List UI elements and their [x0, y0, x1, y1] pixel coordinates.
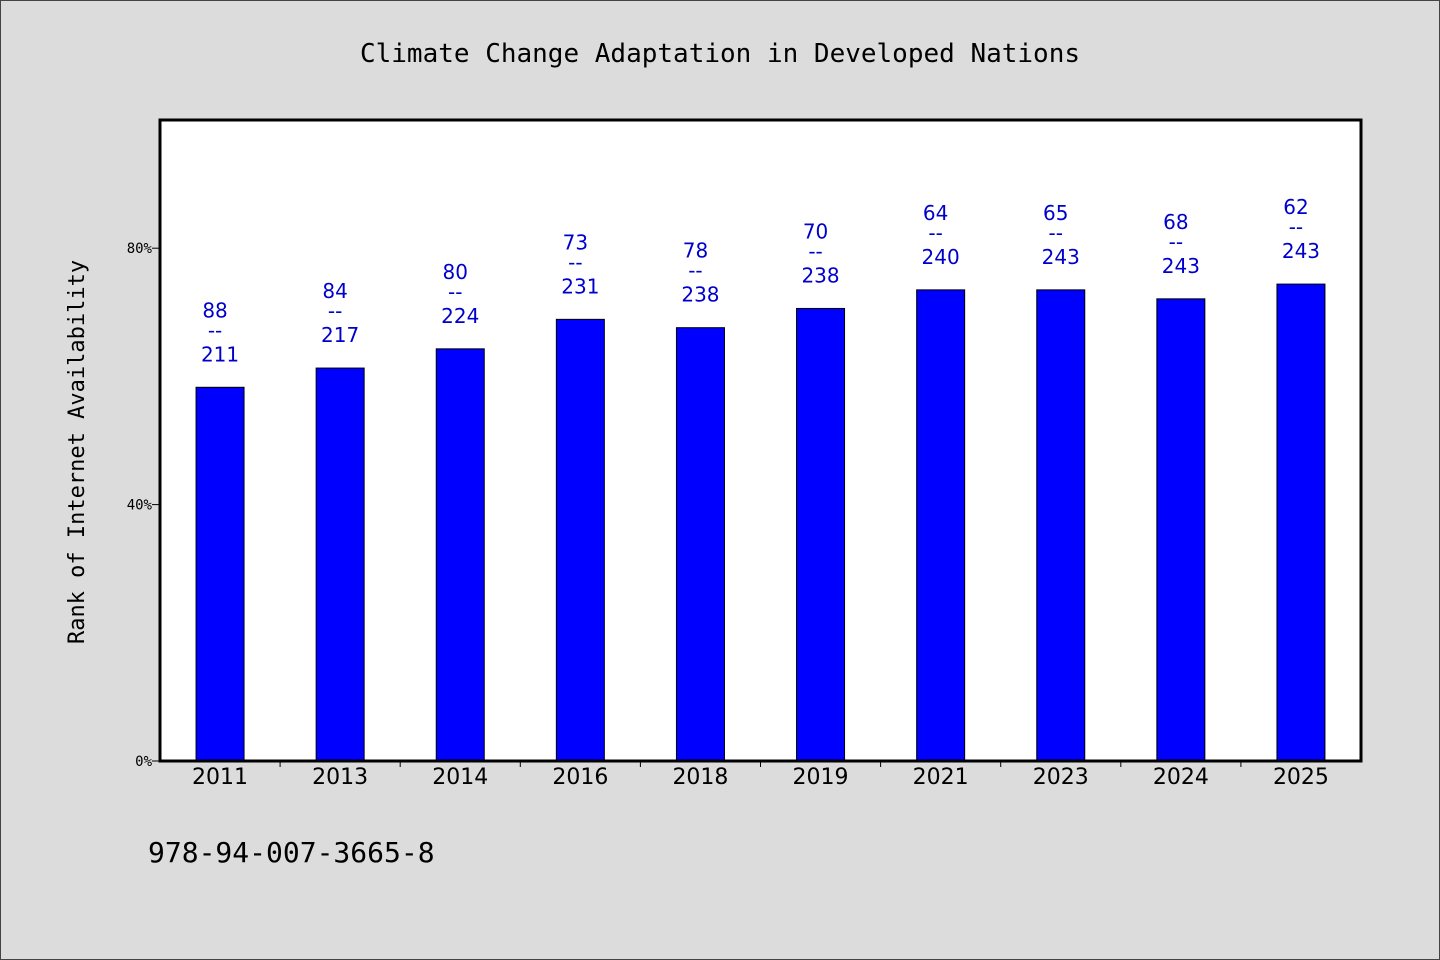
x-tick-label: 2011 [192, 765, 248, 790]
data-label-separator: -- [688, 259, 702, 283]
data-label-separator: -- [328, 299, 342, 323]
bar-2013 [315, 367, 365, 762]
y-axis-ticks: 0% 40% 80% [127, 241, 160, 770]
data-label-bottom: 243 [1282, 239, 1320, 263]
x-tick-label: 2019 [793, 765, 849, 790]
data-label-bottom: 217 [321, 323, 359, 347]
data-label-top: 65 [1043, 201, 1068, 225]
y-tick-label: 0% [135, 754, 152, 770]
bar-2019 [796, 307, 846, 762]
bar-2023 [1036, 289, 1086, 762]
bars-layer [195, 283, 1326, 762]
data-label-top: 80 [443, 260, 468, 284]
data-label-bottom: 240 [922, 245, 960, 269]
x-tick-label: 2013 [312, 765, 368, 790]
isbn-footer: 978-94-007-3665-8 [148, 836, 435, 869]
data-label-separator: -- [808, 239, 822, 263]
x-tick-label: 2016 [552, 765, 608, 790]
bar-2011 [195, 386, 245, 762]
data-label-bottom: 211 [201, 342, 239, 366]
data-label-separator: -- [1049, 221, 1063, 245]
data-labels-layer: 88--21184--21780--22473--23178--23870--2… [201, 195, 1320, 366]
data-label-top: 73 [563, 230, 588, 254]
x-tick-label: 2021 [913, 765, 969, 790]
bar-2018 [675, 327, 725, 762]
data-label-top: 68 [1163, 210, 1188, 234]
bar-2025 [1276, 283, 1326, 762]
data-label-separator: -- [568, 250, 582, 274]
data-label-bottom: 243 [1162, 254, 1200, 278]
data-label-separator: -- [448, 280, 462, 304]
data-label-bottom: 238 [801, 263, 839, 287]
data-label-separator: -- [1289, 215, 1303, 239]
plot-border [158, 118, 1363, 763]
data-label-bottom: 231 [561, 274, 599, 298]
x-tick-label: 2025 [1273, 765, 1329, 790]
bar-2024 [1156, 298, 1206, 762]
data-label-top: 88 [202, 298, 227, 322]
bar-2014 [435, 348, 485, 762]
data-label-bottom: 238 [681, 283, 719, 307]
x-tick-label: 2024 [1153, 765, 1209, 790]
data-label-bottom: 224 [441, 304, 479, 328]
data-label-top: 70 [803, 219, 828, 243]
x-tick-label: 2023 [1033, 765, 1089, 790]
y-axis-label: Rank of Internet Availability [65, 260, 90, 644]
data-label-top: 64 [923, 201, 948, 225]
bar-2016 [555, 318, 605, 762]
y-tick-label: 40% [127, 498, 153, 514]
data-label-separator: -- [1169, 230, 1183, 254]
x-tick-label: 2014 [432, 765, 488, 790]
data-label-top: 78 [683, 239, 708, 263]
x-tick-label: 2018 [672, 765, 728, 790]
y-tick-label: 80% [127, 241, 153, 257]
x-axis-ticks: 2011 2013 2014 2016 2018 2019 2021 2023 2024 2025 [192, 761, 1329, 790]
data-label-separator: -- [928, 221, 942, 245]
data-label-top: 62 [1283, 195, 1308, 219]
data-label-top: 84 [322, 279, 347, 303]
bar-2021 [916, 289, 966, 762]
data-label-separator: -- [208, 318, 222, 342]
data-label-bottom: 243 [1042, 245, 1080, 269]
chart-title: Climate Change Adaptation in Developed N… [360, 39, 1080, 69]
